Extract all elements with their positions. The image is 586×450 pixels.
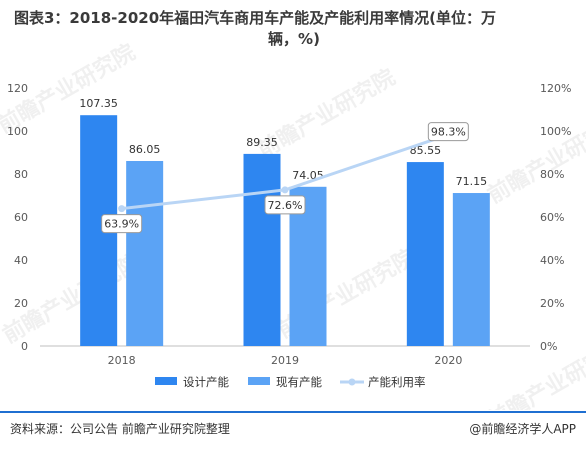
- y-right-tick-label: 60%: [540, 211, 564, 224]
- y-left-tick-label: 40: [14, 254, 28, 267]
- x-tick-label: 2019: [271, 354, 299, 367]
- brand-note: @前瞻经济学人APP: [469, 422, 576, 436]
- chart-title-line1: 图表3：2018-2020年福田汽车商用车产能及产能利用率情况(单位：万: [14, 9, 497, 27]
- y-right-tick-label: 120%: [540, 82, 571, 95]
- utilization-point: [281, 186, 289, 194]
- utilization-label-box: [264, 195, 306, 215]
- y-left-tick-label: 120: [7, 82, 28, 95]
- bar-existing-capacity: [452, 193, 490, 346]
- utilization-point: [118, 205, 126, 213]
- chart-title-line2: 辆，%): [268, 30, 320, 48]
- utilization-data-label: 98.3%: [431, 126, 466, 139]
- utilization-label-box: [427, 122, 469, 142]
- y-right-tick-label: 0%: [540, 340, 557, 353]
- chart-title: 图表3：2018-2020年福田汽车商用车产能及产能利用率情况(单位：万 辆，%…: [14, 8, 574, 50]
- y-left-tick-label: 80: [14, 168, 28, 181]
- bar-data-label: 71.15: [456, 175, 488, 188]
- x-tick-label: 2020: [434, 354, 462, 367]
- bar-data-label: 86.05: [129, 143, 161, 156]
- y-left-tick-label: 20: [14, 297, 28, 310]
- legend-swatch: [248, 377, 270, 385]
- bar-existing-capacity: [126, 160, 164, 346]
- utilization-data-label: 63.9%: [104, 218, 139, 231]
- y-right-tick-label: 100%: [540, 125, 571, 138]
- bar-design-capacity: [406, 162, 444, 346]
- bar-data-label: 107.35: [79, 97, 118, 110]
- y-left-tick-label: 60: [14, 211, 28, 224]
- y-right-tick-label: 20%: [540, 297, 564, 310]
- source-note: 资料来源：公司公告 前瞻产业研究院整理: [10, 422, 230, 436]
- legend-label: 产能利用率: [368, 375, 426, 389]
- y-left-tick-label: 100: [7, 125, 28, 138]
- utilization-label-box: [101, 214, 143, 234]
- y-right-tick-label: 40%: [540, 254, 564, 267]
- footer-rule: [0, 411, 586, 413]
- x-tick-label: 2018: [108, 354, 136, 367]
- bar-design-capacity: [243, 153, 281, 346]
- y-left-tick-label: 0: [21, 340, 28, 353]
- bar-data-label: 89.35: [246, 136, 278, 149]
- utilization-data-label: 72.6%: [268, 199, 303, 212]
- legend-label: 现有产能: [276, 375, 322, 389]
- footer: 资料来源：公司公告 前瞻产业研究院整理 @前瞻经济学人APP: [10, 420, 576, 437]
- legend-swatch: [155, 377, 177, 385]
- y-right-tick-label: 80%: [540, 168, 564, 181]
- bar-data-label: 85.55: [410, 144, 442, 157]
- legend-label: 设计产能: [183, 375, 229, 389]
- legend-swatch-marker: [348, 378, 356, 386]
